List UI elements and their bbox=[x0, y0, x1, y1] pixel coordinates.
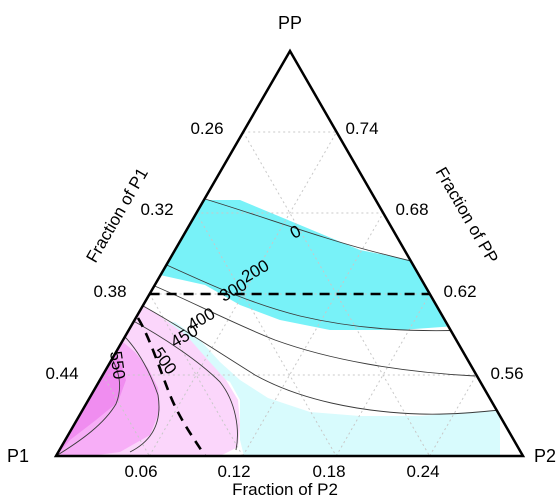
contour-label-550: 550 bbox=[106, 350, 129, 381]
grid-line-p1-0 bbox=[242, 131, 431, 456]
tick-left-3: 0.44 bbox=[45, 364, 78, 383]
tick-left-0: 0.26 bbox=[190, 119, 223, 138]
tick-left-1: 0.32 bbox=[140, 200, 173, 219]
contour-line-550 bbox=[56, 347, 120, 456]
triangle-frame bbox=[53, 48, 526, 458]
grid-line-p2-1 bbox=[242, 212, 384, 456]
contour-line-200 bbox=[159, 261, 471, 332]
tick-bottom-0: 0.06 bbox=[124, 462, 157, 481]
tick-bottom-1: 0.12 bbox=[217, 462, 250, 481]
vertex-label-right: P2 bbox=[534, 446, 556, 466]
contour-line-400 bbox=[131, 299, 501, 415]
tick-left-2: 0.38 bbox=[93, 282, 126, 301]
axis-title-right: Fraction of PP bbox=[432, 164, 502, 267]
grid-line-p2-3 bbox=[429, 374, 477, 456]
vertex-label-top: PP bbox=[278, 13, 302, 33]
vertex-label-left: P1 bbox=[7, 446, 29, 466]
tick-right-1: 0.68 bbox=[395, 200, 428, 219]
constraint-curve-p1 bbox=[136, 317, 207, 456]
grid-line-p1-2 bbox=[149, 293, 244, 456]
grid-line-p1-3 bbox=[102, 374, 150, 456]
grid-line-p1-1 bbox=[195, 212, 337, 456]
contour-line-500 bbox=[117, 329, 160, 453]
region-cyan-strong bbox=[160, 200, 470, 330]
tick-right-2: 0.62 bbox=[443, 282, 476, 301]
grid-line-p2-0 bbox=[148, 131, 338, 456]
contour-line-300 bbox=[144, 281, 476, 377]
tick-bottom-2: 0.18 bbox=[312, 462, 345, 481]
grid-line-p2-2 bbox=[335, 293, 431, 456]
axis-title-bottom: Fraction of P2 bbox=[232, 480, 338, 499]
region-magenta bbox=[56, 345, 126, 456]
contour-line-450 bbox=[127, 317, 238, 451]
constraint-lines bbox=[136, 292, 430, 456]
contour-lines bbox=[56, 195, 501, 456]
tick-right-3: 0.56 bbox=[490, 364, 523, 383]
contour-regions bbox=[56, 200, 500, 456]
tick-bottom-3: 0.24 bbox=[406, 462, 439, 481]
tick-right-0: 0.74 bbox=[345, 119, 378, 138]
grid-lines bbox=[102, 131, 477, 456]
